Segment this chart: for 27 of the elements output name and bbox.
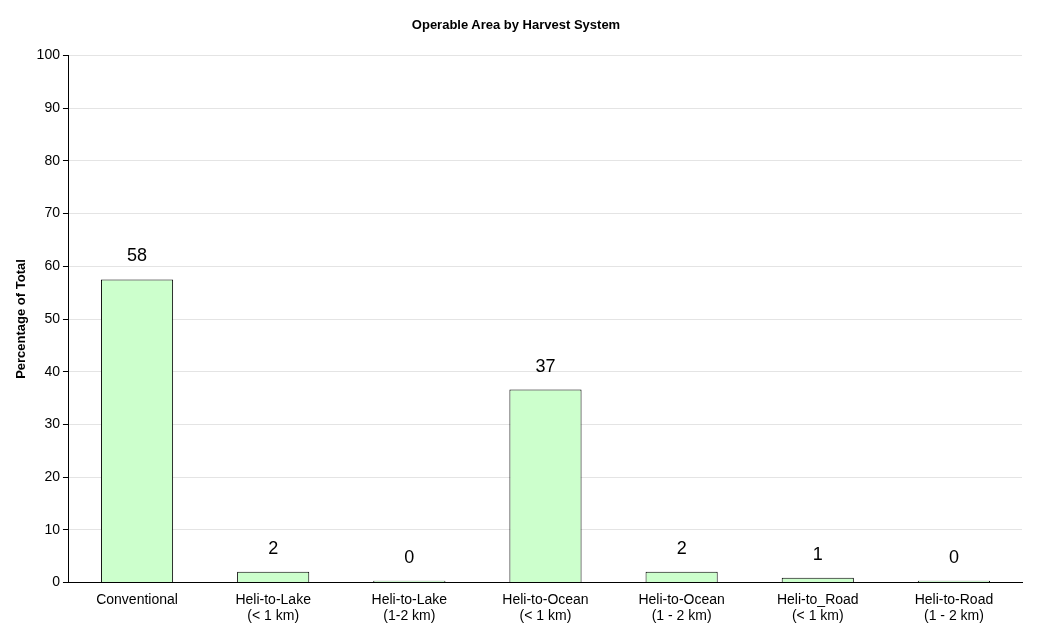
data-label: 37 — [535, 355, 556, 376]
y-tick-label: 90 — [44, 99, 61, 116]
x-tick-label: Heli-to-Ocean (< 1 km) — [502, 590, 589, 624]
data-label: 0 — [948, 546, 959, 567]
y-tick-label: 80 — [44, 151, 61, 168]
y-axis-title: Percentage of Total — [13, 259, 29, 379]
x-tick-label: Conventional — [96, 590, 178, 607]
data-label: 1 — [812, 543, 823, 564]
x-tick-label: Heli-to_Road (< 1 km) — [776, 590, 859, 624]
y-tick-label: 50 — [44, 309, 61, 326]
y-tick-label: 30 — [44, 415, 61, 432]
data-label: 58 — [127, 245, 148, 266]
y-tick-label: 10 — [44, 520, 61, 537]
data-label: 2 — [676, 537, 687, 558]
chart-title: Operable Area by Harvest System — [411, 17, 621, 33]
y-tick-label: 100 — [36, 46, 61, 63]
y-tick-label: 40 — [44, 362, 61, 379]
x-tick-label: Heli-to-Lake (< 1 km) — [235, 590, 312, 624]
y-tick-label: 60 — [44, 257, 61, 274]
y-tick-label: 0 — [52, 573, 61, 590]
data-label: 0 — [404, 546, 415, 567]
x-tick-label: Heli-to-Road (1 - 2 km) — [914, 590, 994, 624]
x-tick-label: Heli-to-Ocean (1 - 2 km) — [638, 590, 725, 624]
y-tick-label: 20 — [44, 467, 61, 484]
x-tick-label: Heli-to-Lake (1-2 km) — [371, 590, 448, 624]
data-label: 2 — [268, 537, 279, 558]
y-tick-label: 70 — [44, 204, 61, 221]
